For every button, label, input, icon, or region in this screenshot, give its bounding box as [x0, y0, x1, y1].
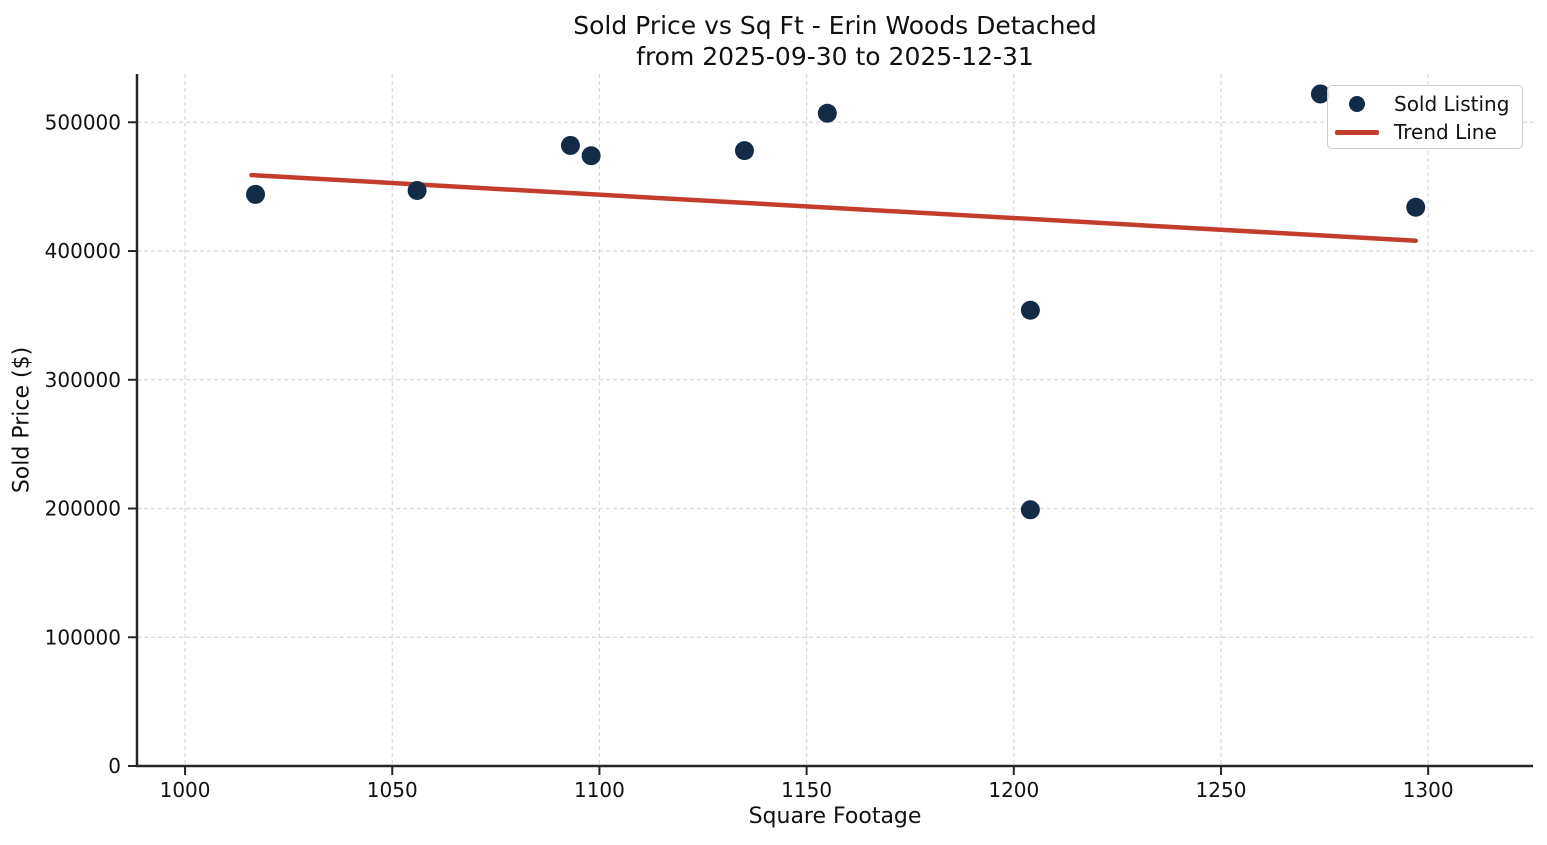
chart-title-block: Sold Price vs Sq Ft - Erin Woods Detache… [137, 10, 1533, 72]
y-tick-label: 300000 [45, 368, 121, 392]
x-axis-label: Square Footage [748, 804, 922, 829]
y-tick-label: 400000 [45, 239, 121, 263]
legend-label-sold-listing: Sold Listing [1394, 92, 1510, 116]
y-tick-label: 500000 [45, 110, 121, 134]
scatter-point [1020, 500, 1040, 520]
x-tick-label: 1250 [1196, 778, 1247, 802]
x-tick-label: 1300 [1403, 778, 1454, 802]
x-tick-label: 1150 [781, 778, 832, 802]
y-tick-label: 0 [108, 754, 121, 778]
y-axis-label: Sold Price ($) [9, 346, 35, 494]
scatter-dot-icon [1349, 96, 1365, 112]
scatter-point [1020, 300, 1040, 320]
legend-marker-col [1328, 96, 1386, 112]
legend-item-trend-line: Trend Line [1328, 118, 1522, 146]
scatter-point [581, 146, 601, 166]
x-tick-label: 1100 [574, 778, 625, 802]
legend-item-sold-listing: Sold Listing [1328, 90, 1522, 118]
legend-marker-col [1328, 129, 1386, 135]
chart-subtitle: from 2025-09-30 to 2025-12-31 [636, 42, 1034, 71]
scatter-point [560, 135, 580, 155]
x-tick-label: 1200 [988, 778, 1039, 802]
scatter-point [246, 184, 266, 204]
scatter-point [1406, 197, 1426, 217]
scatter-point [407, 181, 427, 201]
legend: Sold Listing Trend Line [1327, 85, 1523, 149]
legend-label-trend-line: Trend Line [1394, 120, 1497, 144]
scatter-point [734, 141, 754, 161]
y-tick-label: 200000 [45, 497, 121, 521]
x-tick-label: 1050 [367, 778, 418, 802]
trend-line [249, 172, 1418, 243]
y-tick-label: 100000 [45, 625, 121, 649]
trend-line-icon [1335, 129, 1379, 135]
chart-title: Sold Price vs Sq Ft - Erin Woods Detache… [573, 11, 1097, 40]
x-tick-label: 1000 [160, 778, 211, 802]
scatter-point [1310, 84, 1330, 104]
scatter-point [817, 103, 837, 123]
